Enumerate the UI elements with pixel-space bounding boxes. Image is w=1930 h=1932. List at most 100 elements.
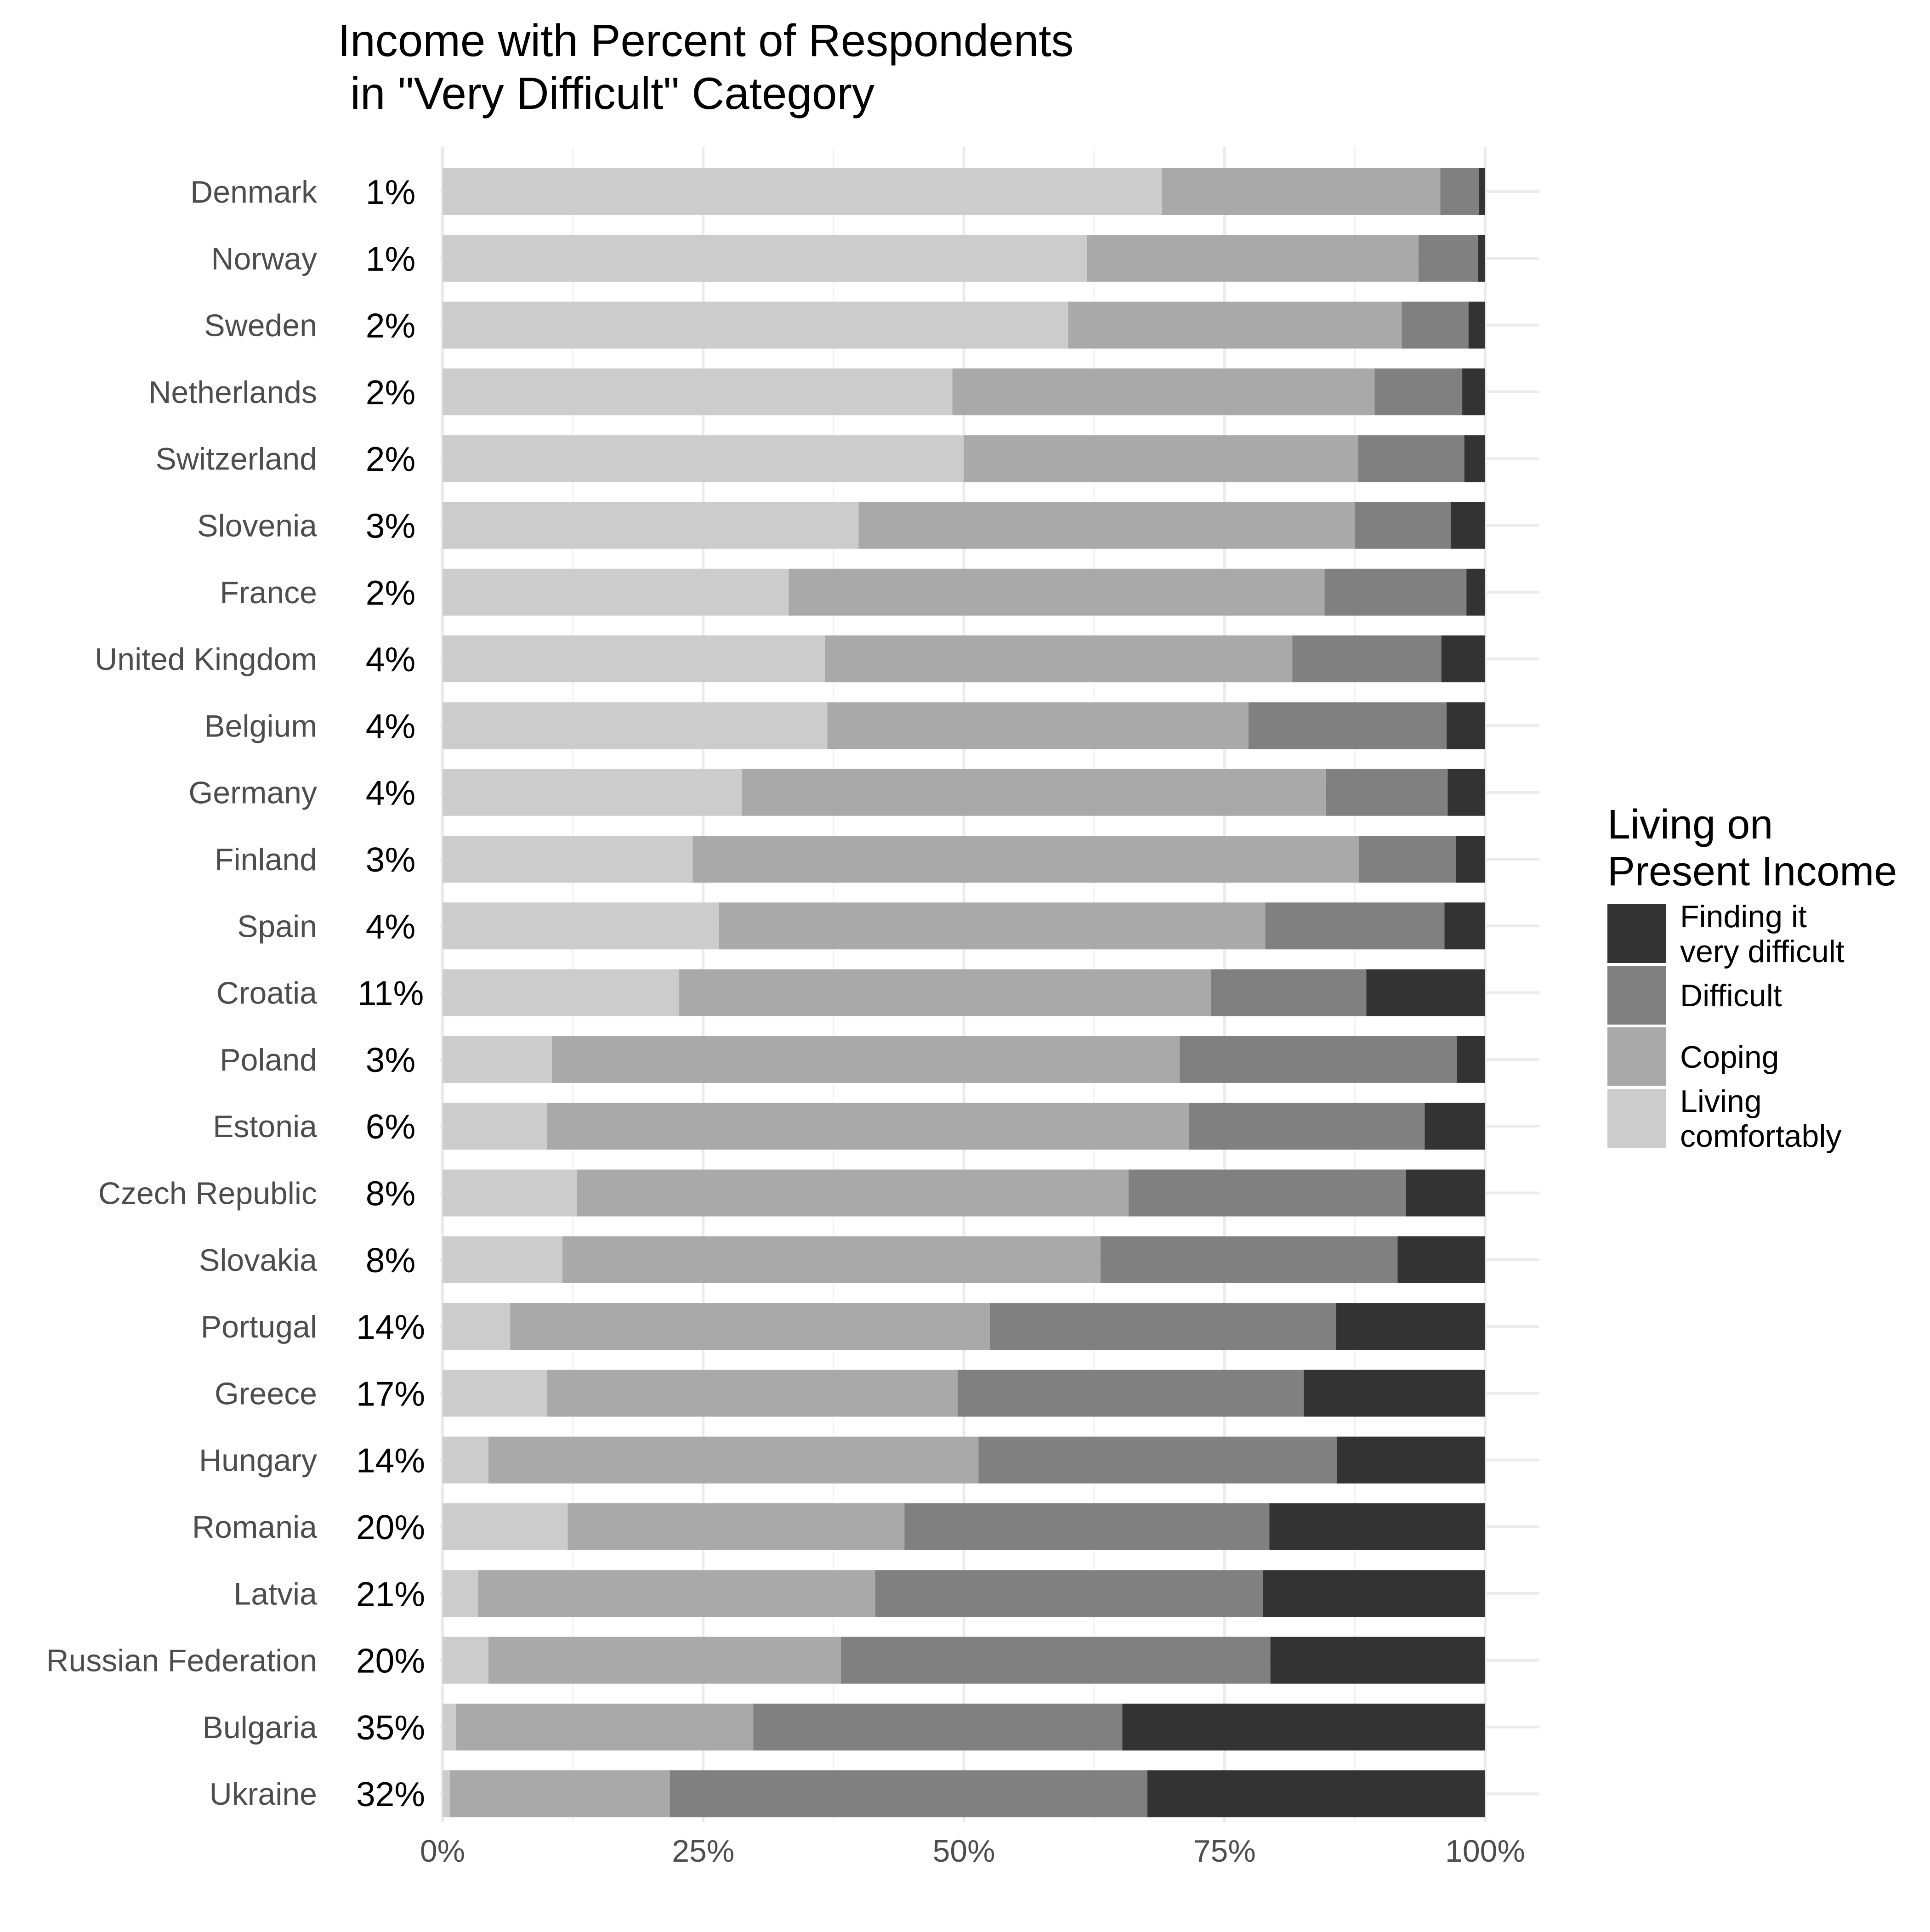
bar-segment xyxy=(1355,502,1451,549)
bar-segment xyxy=(443,1503,568,1550)
bar-segment xyxy=(875,1570,1263,1617)
category-label: Poland xyxy=(220,1042,317,1077)
category-label: Ukraine xyxy=(210,1777,317,1812)
chart-title-line-2: in "Very Difficult" Category xyxy=(338,68,874,119)
legend-label: Finding it very difficult xyxy=(1680,899,1845,969)
bar-segment xyxy=(964,435,1358,482)
bar-segment xyxy=(1448,769,1485,816)
bar-segment xyxy=(577,1169,1129,1217)
bar-segment xyxy=(443,769,742,816)
category-label: Portugal xyxy=(201,1309,317,1344)
bar-segment xyxy=(449,1770,670,1818)
bar-segment xyxy=(1263,1570,1485,1617)
bar-segment xyxy=(1418,235,1478,282)
bar-segment xyxy=(1122,1703,1485,1751)
bar-segment xyxy=(1406,1169,1485,1217)
bar-segment xyxy=(1397,1236,1485,1283)
bar-segment xyxy=(443,1570,478,1617)
percent-annotation: 3% xyxy=(366,507,415,545)
bar-segment xyxy=(456,1703,754,1751)
bar-segment xyxy=(1359,836,1456,883)
bar-segment xyxy=(670,1770,1147,1818)
bar-segment xyxy=(1180,1036,1457,1083)
category-label: Slovenia xyxy=(197,509,317,544)
legend-key xyxy=(1607,904,1666,963)
x-tick-label: 75% xyxy=(1193,1834,1256,1869)
legend-key xyxy=(1607,1027,1666,1086)
bar-segment xyxy=(443,1703,456,1751)
bar-segment xyxy=(978,1436,1337,1484)
bars xyxy=(443,168,1485,1818)
bar-segment xyxy=(443,836,693,883)
percent-annotation: 2% xyxy=(366,440,415,478)
chart-title: Income with Percent of Respondents in "V… xyxy=(338,15,1074,119)
bar-segment xyxy=(1324,568,1467,616)
bar-segment xyxy=(443,1303,511,1350)
bar-segment xyxy=(552,1036,1180,1083)
bar-segment xyxy=(1265,902,1445,950)
bar-segment xyxy=(1269,1503,1485,1550)
legend-label-line: Coping xyxy=(1680,1040,1779,1075)
percent-annotation: 14% xyxy=(356,1441,425,1480)
bar-segment xyxy=(443,168,1162,215)
bar-segment xyxy=(719,902,1266,950)
bar-segment xyxy=(443,1370,547,1417)
bar-segment xyxy=(443,1169,577,1217)
category-labels: Denmark Norway Sweden Netherlands Switzerlan… xyxy=(46,175,318,1812)
bar-segment xyxy=(1425,1103,1485,1150)
legend-label-line: very difficult xyxy=(1680,934,1845,969)
legend: Living on Present Income Finding it very … xyxy=(1607,802,1897,1154)
bar-segment xyxy=(1162,168,1441,215)
category-label: Greece xyxy=(215,1376,317,1411)
bar-segment xyxy=(510,1303,990,1350)
category-label: Spain xyxy=(237,909,317,944)
percent-annotation: 8% xyxy=(366,1174,415,1213)
bar-segment xyxy=(858,502,1355,549)
bar-segment xyxy=(443,1236,562,1283)
bar-segment xyxy=(443,435,964,482)
bar-segment xyxy=(546,1370,958,1417)
percent-annotation: 35% xyxy=(356,1708,425,1747)
bar-segment xyxy=(1466,568,1485,616)
percent-annotation: 4% xyxy=(366,640,415,679)
bar-segment xyxy=(679,969,1211,1016)
bar-segment xyxy=(443,635,825,683)
category-label: Romania xyxy=(192,1510,317,1545)
bar-segment xyxy=(1325,769,1448,816)
category-label: Croatia xyxy=(216,976,317,1011)
category-label: Sweden xyxy=(204,308,317,343)
percent-annotations: 1% 1% 2% 2% 2% 3% 2% 4% 4% 4% 3% 4% 11% 3% 6% 8% 8% 14% 17… xyxy=(356,173,425,1813)
category-label: Hungary xyxy=(199,1443,317,1478)
legend-title-line-1: Living on xyxy=(1607,802,1773,848)
bar-segment xyxy=(1374,368,1463,415)
bar-segment xyxy=(443,702,828,749)
chart-title-line-1: Income with Percent of Respondents xyxy=(338,15,1074,66)
bar-segment xyxy=(488,1436,979,1484)
percent-annotation: 4% xyxy=(366,774,415,812)
category-label: Netherlands xyxy=(148,375,317,410)
bar-segment xyxy=(1457,1036,1485,1083)
bar-segment xyxy=(443,368,953,415)
category-label: Russian Federation xyxy=(46,1643,317,1678)
bar-segment xyxy=(478,1570,875,1617)
bar-segment xyxy=(1358,435,1465,482)
bar-segment xyxy=(1402,301,1469,349)
bar-segment xyxy=(1441,635,1485,683)
bar-segment xyxy=(443,1036,552,1083)
bar-segment xyxy=(1189,1103,1425,1150)
bar-segment xyxy=(443,1770,450,1818)
bar-segment xyxy=(957,1370,1304,1417)
category-label: Slovakia xyxy=(199,1243,317,1278)
bar-segment xyxy=(840,1637,1271,1684)
bar-segment xyxy=(443,1103,547,1150)
category-label: Belgium xyxy=(204,708,317,743)
percent-annotation: 6% xyxy=(366,1107,415,1146)
percent-annotation: 11% xyxy=(358,974,424,1013)
percent-annotation: 20% xyxy=(356,1508,425,1547)
x-axis-ticks: 0% 25% 50% 75% 100% xyxy=(420,1834,1525,1869)
bar-segment xyxy=(1447,702,1485,749)
category-label: France xyxy=(220,575,317,610)
percent-annotation: 8% xyxy=(366,1241,415,1280)
percent-annotation: 2% xyxy=(366,373,415,412)
bar-segment xyxy=(1304,1370,1485,1417)
